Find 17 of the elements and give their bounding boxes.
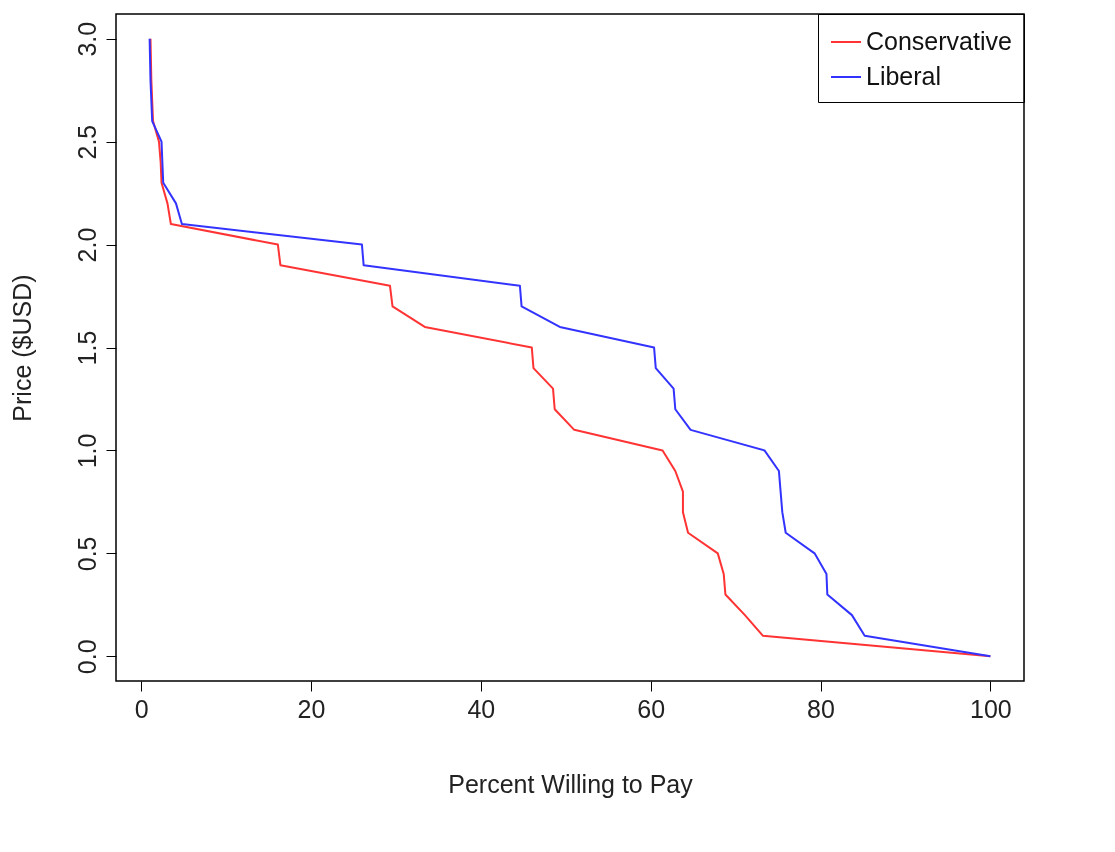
legend-label: Conservative [866,27,1012,55]
x-tick-label: 60 [637,694,666,723]
y-tick-label: 0.0 [72,639,101,675]
x-tick-label: 80 [807,694,835,723]
x-tick-label: 0 [134,694,149,723]
y-axis-title: Price ($USD) [7,274,36,422]
y-tick-label: 2.0 [72,227,101,263]
x-axis-title: Percent Willing to Pay [448,769,694,798]
y-tick-label: 3.0 [72,21,101,57]
y-tick-label: 0.5 [72,536,101,572]
x-tick-label: 20 [297,694,326,723]
legend-label: Liberal [866,62,942,90]
x-tick-label: 40 [467,694,496,723]
y-tick-label: 1.0 [72,433,101,469]
y-tick-label: 1.5 [72,330,101,366]
x-tick-label: 100 [970,694,1012,723]
y-tick-label: 2.5 [72,124,101,160]
